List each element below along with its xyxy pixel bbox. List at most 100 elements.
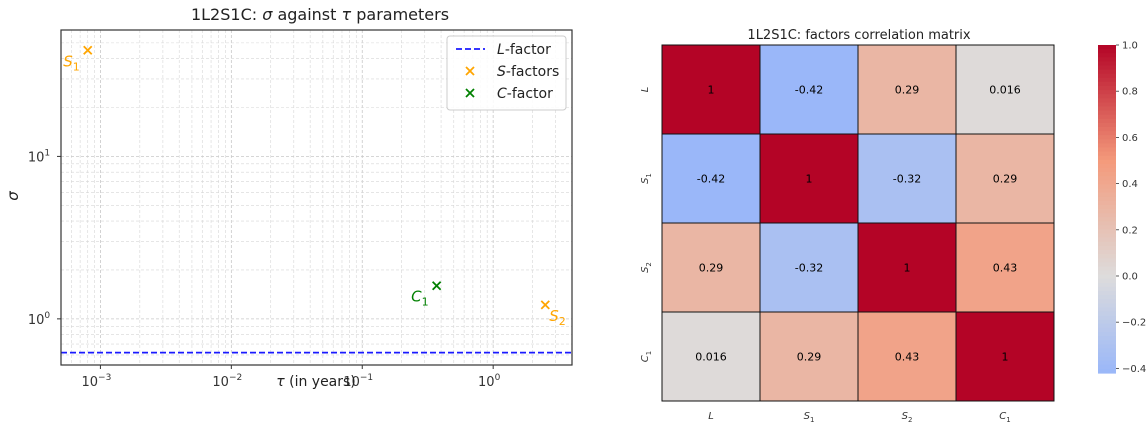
colorbar-segment: [1098, 61, 1116, 67]
heatmap-cell: [955, 44, 1055, 135]
x-tick-base: 10: [212, 375, 229, 390]
x-tick-exponent: −2: [229, 373, 242, 383]
colorbar-segment: [1098, 69, 1116, 75]
heatmap-cell: [661, 222, 761, 313]
scatter-point-stroke-b: [83, 45, 93, 55]
colorbar-tick-label: −0.2: [1122, 318, 1146, 329]
heatmap-x-ticks: L S1 S2 C1: [708, 411, 1011, 423]
colorbar-segment: [1098, 233, 1116, 239]
heatmap-cell-value: 0.43: [895, 351, 920, 364]
heatmap-x-tick-sub: 1: [810, 416, 814, 423]
legend-swatch-marker-stroke-b: [465, 66, 475, 76]
heatmap-cell-value: -0.42: [795, 84, 823, 97]
scatter-x-axis-label-rest: (in years): [285, 374, 356, 390]
heatmap-cell: [955, 311, 1055, 402]
colorbar-tick-label: 0.0: [1122, 271, 1138, 282]
x-tick-exponent: −3: [98, 373, 111, 383]
y-tick-base: 10: [28, 150, 45, 165]
heatmap-cell: [857, 133, 957, 224]
heatmap-cells: 1 -0.42 0.29 0.016 -0.42 1 -0.32 0.29 0.29 -0.32 1…: [661, 44, 1055, 402]
colorbar-segment: [1098, 180, 1116, 185]
point-label-main: C: [411, 288, 422, 306]
heatmap-y-tick-sub: 2: [645, 262, 653, 266]
colorbar-segment: [1098, 348, 1116, 354]
colorbar-segment: [1098, 209, 1116, 214]
scatter-title-prefix: 1L2S1C:: [191, 5, 262, 24]
scatter-x-axis-label: τ (in years): [276, 374, 356, 390]
colorbar-segment: [1098, 217, 1116, 222]
colorbar-segment: [1098, 319, 1116, 325]
colorbar-segment: [1098, 53, 1116, 58]
colorbar-tick-label: −0.4: [1122, 364, 1146, 375]
colorbar-segment: [1098, 139, 1116, 144]
colorbar-segment: [1098, 118, 1116, 124]
colorbar-segment: [1098, 237, 1116, 243]
colorbar-tick-label: 0.4: [1122, 179, 1138, 190]
scatter-title-middle: against: [272, 5, 341, 24]
colorbar-segment: [1098, 213, 1116, 218]
heatmap-cell-value: -0.42: [697, 173, 725, 186]
colorbar-segment: [1098, 196, 1116, 202]
heatmap-cell: [759, 311, 859, 402]
colorbar-segment: [1098, 122, 1116, 128]
colorbar-segment: [1098, 192, 1116, 198]
heatmap-y-tick-main: C: [640, 355, 651, 362]
x-tick-label: 10−2: [212, 373, 242, 390]
legend-swatch-marker: [465, 66, 475, 76]
heatmap-cell-value: 1: [708, 84, 715, 97]
point-label: S2: [549, 307, 566, 328]
legend-swatch-marker: [465, 88, 475, 98]
legend-entry-rest: -factors: [506, 64, 559, 80]
colorbar-tick-label: 0.6: [1122, 133, 1138, 144]
colorbar-segment: [1098, 225, 1116, 231]
heatmap-cell: [857, 44, 957, 135]
colorbar-segment: [1098, 184, 1116, 190]
x-tick-exponent: −1: [360, 373, 373, 383]
colorbar-segment: [1098, 163, 1116, 169]
scatter-axes-frame: [60, 29, 573, 366]
heatmap-cell-value: 1: [904, 262, 911, 275]
colorbar-segment: [1098, 135, 1116, 140]
colorbar-segment: [1098, 155, 1116, 161]
heatmap-x-tick-label: S2: [902, 411, 913, 423]
legend-entry-label: S-factors: [497, 64, 559, 80]
heatmap-cell: [759, 133, 859, 224]
colorbar-segment: [1098, 311, 1116, 317]
colorbar-segment: [1098, 151, 1116, 157]
colorbar-segment: [1098, 295, 1116, 300]
colorbar-segment: [1098, 188, 1116, 194]
colorbar-segment: [1098, 131, 1116, 136]
y-tick-base: 10: [28, 313, 45, 328]
heatmap-cell: [661, 133, 761, 224]
colorbar-segment: [1098, 159, 1116, 165]
legend-entry-label: C-factor: [497, 86, 553, 102]
heatmap-cell: [955, 133, 1055, 224]
heatmap-x-tick-label: L: [708, 411, 714, 422]
correlation-heatmap-chart: 1L2S1C: factors correlation matrix 1 -0.4…: [640, 28, 1146, 423]
y-tick-exponent: 1: [44, 148, 50, 158]
heatmap-x-tick-label: S1: [804, 411, 815, 423]
colorbar-tick-label: 0.2: [1122, 225, 1138, 236]
heatmap-cell-value: 1: [1002, 351, 1009, 364]
colorbar-segment: [1098, 94, 1116, 99]
colorbar-segment: [1098, 172, 1116, 177]
colorbar-segment: [1098, 98, 1116, 103]
scatter-x-axis-label-tau: τ: [276, 374, 285, 390]
heatmap-cell-value: 0.43: [993, 262, 1018, 275]
heatmap-y-tick-sub: 1: [645, 351, 653, 355]
heatmap-cell: [661, 44, 761, 135]
legend-box: [446, 35, 567, 111]
colorbar-segment: [1098, 110, 1116, 116]
colorbar-segment: [1098, 77, 1116, 83]
scatter-grid: [60, 29, 573, 365]
x-tick-base: 10: [343, 375, 360, 390]
colorbar-segment: [1098, 176, 1116, 181]
heatmap-y-tick-main: S: [640, 266, 651, 273]
colorbar-segment: [1098, 344, 1116, 349]
colorbar-segment: [1098, 278, 1116, 284]
colorbar-segment: [1098, 356, 1116, 362]
heatmap-x-tick-label: C1: [999, 411, 1010, 423]
colorbar-segment: [1098, 282, 1116, 288]
